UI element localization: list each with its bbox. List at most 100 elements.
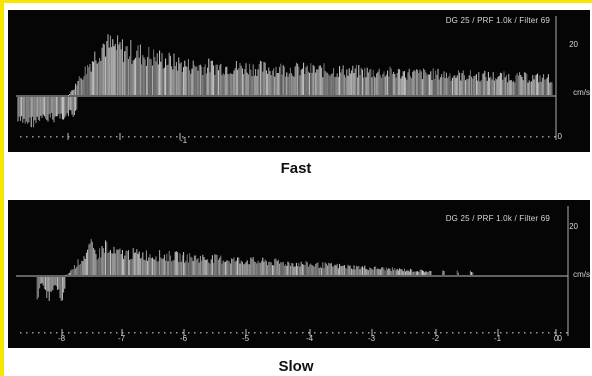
time-axis-dot [152, 136, 154, 138]
time-axis-dot [470, 332, 472, 334]
time-axis-dot [428, 136, 430, 138]
time-axis-dot [518, 136, 520, 138]
time-axis-dot [86, 136, 88, 138]
time-axis-dot [188, 136, 190, 138]
time-axis-dot [134, 332, 136, 334]
time-label-slow: -4 [306, 334, 314, 343]
time-axis-dot [266, 332, 268, 334]
scale-unit-slow: cm/s [573, 270, 590, 279]
time-axis-dot [158, 136, 160, 138]
time-axis-dot [278, 136, 280, 138]
time-axis-dot [512, 136, 514, 138]
time-axis-dot [116, 136, 118, 138]
time-axis-dot [242, 136, 244, 138]
time-axis-dot [446, 136, 448, 138]
time-axis-dot [290, 332, 292, 334]
time-axis-dot [524, 136, 526, 138]
time-label-slow: -5 [242, 334, 250, 343]
time-axis-dot [308, 136, 310, 138]
time-axis-dot [182, 136, 184, 138]
time-axis-dot [464, 136, 466, 138]
time-axis-dot [284, 332, 286, 334]
time-axis-dot [362, 136, 364, 138]
time-axis-dot [410, 136, 412, 138]
time-axis-dot [86, 332, 88, 334]
time-axis-dot [296, 136, 298, 138]
time-axis-dot [56, 332, 58, 334]
time-axis-dot [206, 136, 208, 138]
time-axis-dot [302, 332, 304, 334]
time-axis-dot [476, 332, 478, 334]
time-axis-dot [446, 332, 448, 334]
time-label-slow: -3 [368, 334, 376, 343]
time-axis-dot [260, 332, 262, 334]
time-axis-dot [98, 332, 100, 334]
time-axis-dot [314, 332, 316, 334]
time-axis-dot [440, 136, 442, 138]
time-axis-dot [386, 136, 388, 138]
time-axis-dot [212, 136, 214, 138]
time-axis-dot [236, 136, 238, 138]
time-axis-dot [20, 332, 22, 334]
time-axis-dot [542, 136, 544, 138]
time-axis-dot [248, 332, 250, 334]
time-axis-dot [368, 136, 370, 138]
time-axis-dot [308, 332, 310, 334]
time-axis-dot [344, 136, 346, 138]
time-axis-dot [38, 332, 40, 334]
time-axis-dot [464, 332, 466, 334]
time-axis-dot [50, 332, 52, 334]
time-axis-dot [248, 136, 250, 138]
time-axis-dot [494, 136, 496, 138]
time-axis-dot [170, 332, 172, 334]
time-axis-dot [512, 332, 514, 334]
time-label-slow: -8 [58, 334, 66, 343]
time-axis-dot [236, 332, 238, 334]
time-axis-dot [128, 136, 130, 138]
time-axis-dot [500, 136, 502, 138]
time-axis-dot [320, 332, 322, 334]
time-axis-dot [254, 332, 256, 334]
time-label-slow: 0 [554, 334, 559, 343]
time-axis-dot [482, 332, 484, 334]
time-axis-dot [218, 136, 220, 138]
time-axis-dot [122, 332, 124, 334]
time-axis-dot [200, 332, 202, 334]
time-axis-dot [530, 136, 532, 138]
time-axis-dot [194, 136, 196, 138]
time-axis-dot [422, 136, 424, 138]
time-axis-dot [542, 332, 544, 334]
time-axis-dot [332, 136, 334, 138]
time-axis-dot [476, 136, 478, 138]
time-axis-dot [380, 136, 382, 138]
time-axis-dot [56, 136, 58, 138]
time-axis-dot [254, 136, 256, 138]
time-axis-dot [116, 332, 118, 334]
time-axis-dot [524, 332, 526, 334]
time-axis-dot [548, 332, 550, 334]
time-axis-dot [104, 136, 106, 138]
time-axis-dot [470, 136, 472, 138]
time-axis-dot [536, 332, 538, 334]
time-axis-dot [548, 136, 550, 138]
time-label-slow: -2 [432, 334, 440, 343]
scale-top-fast: 20 [569, 40, 578, 49]
time-axis-dot [374, 136, 376, 138]
time-axis-dot [152, 332, 154, 334]
time-axis-dot [506, 332, 508, 334]
time-axis-dot [434, 136, 436, 138]
time-axis-dot [164, 332, 166, 334]
time-axis-dot [416, 136, 418, 138]
time-axis-dot [212, 332, 214, 334]
time-axis-dot [428, 332, 430, 334]
time-axis-dot [326, 332, 328, 334]
time-axis-dot [416, 332, 418, 334]
time-axis-dot [230, 136, 232, 138]
time-axis-dot [344, 332, 346, 334]
time-axis-dot [62, 332, 64, 334]
time-axis-dot [80, 332, 82, 334]
time-axis-dot [146, 136, 148, 138]
time-axis-dot [32, 332, 34, 334]
time-axis-dot [494, 332, 496, 334]
